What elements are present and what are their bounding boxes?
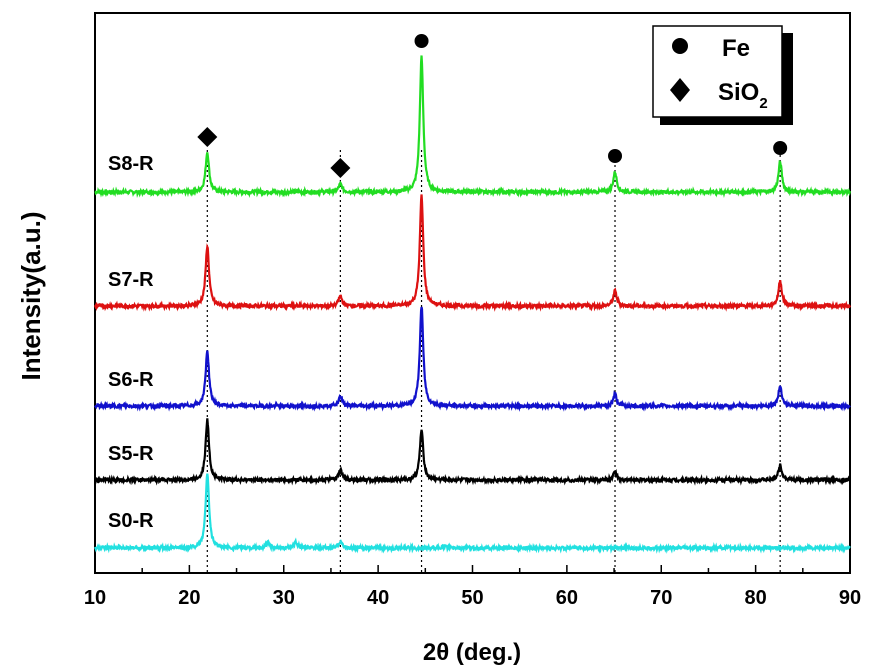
phase-markers xyxy=(197,34,788,178)
legend-circle-marker xyxy=(672,38,688,54)
series-label-s0-r: S0-R xyxy=(108,510,154,532)
x-axis-ticks: 10 20 30 40 50 60 70 80 90 xyxy=(84,565,861,609)
y-axis-label: Intensity(a.u.) xyxy=(16,211,46,380)
legend-label-sio2: SiO2 xyxy=(718,79,768,112)
x-tick-label: 40 xyxy=(367,587,389,609)
x-axis-label: 2θ (deg.) xyxy=(423,639,521,666)
sio2-marker xyxy=(330,158,351,178)
x-tick-label: 30 xyxy=(273,587,295,609)
x-tick-label: 80 xyxy=(745,587,767,609)
x-tick-label: 20 xyxy=(178,587,200,609)
legend-label-fe: Fe xyxy=(722,35,750,62)
series-label-s6-r: S6-R xyxy=(108,369,154,391)
legend-label-sio2-base: SiO xyxy=(718,79,759,106)
series-line-s7-r xyxy=(93,194,852,312)
x-tick-label: 70 xyxy=(650,587,672,609)
fe-marker xyxy=(773,141,788,155)
fe-marker xyxy=(414,34,429,48)
series-label-s5-r: S5-R xyxy=(108,443,154,465)
sio2-marker xyxy=(197,127,218,147)
series-label-s8-r: S8-R xyxy=(108,153,154,175)
series-line-s0-r xyxy=(93,473,851,554)
x-tick-label: 10 xyxy=(84,587,106,609)
x-tick-label: 60 xyxy=(556,587,578,609)
x-tick-label: 50 xyxy=(461,587,483,609)
series-layer: S8-R S7-R S6-R S5-R S0-R xyxy=(93,55,852,554)
fe-marker xyxy=(608,149,623,163)
series-line-s6-r xyxy=(94,306,851,412)
series-label-s7-r: S7-R xyxy=(108,269,154,291)
legend-label-sio2-subscript: 2 xyxy=(759,95,767,112)
legend-diamond-marker xyxy=(670,78,690,102)
series-line-s5-r xyxy=(93,418,851,486)
series-line-s8-r xyxy=(94,55,852,199)
x-tick-label: 90 xyxy=(839,587,861,609)
reference-lines xyxy=(206,150,781,573)
legend: Fe SiO2 xyxy=(652,25,793,125)
